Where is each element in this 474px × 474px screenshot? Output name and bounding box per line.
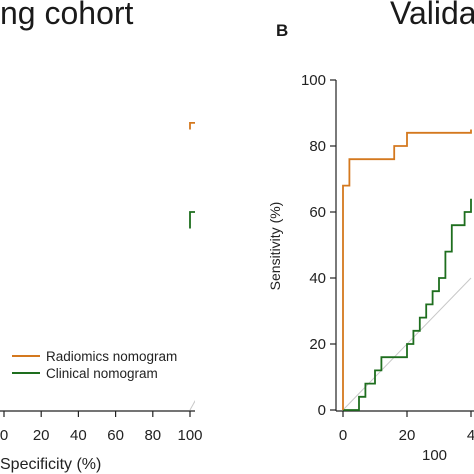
right-x-ticks: 0 20 4 [339,411,474,444]
right-y-tick-label: 80 [309,138,326,155]
right-y-tick-label: 60 [309,204,326,221]
right-y-tick-label: 100 [301,72,326,89]
right-line-clinical-nomogram [343,198,472,411]
right-panel-title: Valida [390,0,474,31]
left-line-radiomics-nomogram [189,122,195,130]
left-panel-title: ng cohort [0,0,134,31]
left-x-tick-label: 40 [70,427,87,444]
left-roc-panel: 0 20 40 60 80 100 Specificity (%) Radiomics n… [0,122,203,473]
right-series-lines [342,129,472,411]
legend-radiomics-label: Radiomics nomogram [46,349,177,364]
left-x-tick-label: 80 [144,427,161,444]
panel-letter-b: B [276,21,288,40]
legend: Radiomics nomogram Clinical nomogram [12,349,177,381]
right-x-tick-label: 4 [467,427,474,444]
legend-clinical-label: Clinical nomogram [46,366,158,381]
right-y-axis-label: Sensitivity (%) [267,202,283,291]
right-y-tick-label: 20 [309,336,326,353]
left-x-tick-label: 60 [107,427,124,444]
left-x-tick-label: 20 [33,427,50,444]
right-x-tick-label: 0 [339,427,347,444]
left-x-tick-label: 0 [0,427,8,444]
left-x-axis-label: Specificity (%) [0,456,101,473]
right-y-tick-label: 0 [318,402,326,419]
left-x-ticks: 0 20 40 60 80 100 [0,411,203,444]
left-x-tick-label: 100 [177,427,202,444]
right-line-radiomics-nomogram [342,129,472,410]
right-x-tick-label: 20 [399,427,416,444]
right-y-tick-label: 40 [309,270,326,287]
right-roc-panel: 0 20 40 60 80 100 0 20 4 Sensitivity (%) 100 [267,72,474,464]
right-x-axis-label: 100 [422,447,447,464]
right-y-ticks: 0 20 40 60 80 100 [301,72,336,419]
